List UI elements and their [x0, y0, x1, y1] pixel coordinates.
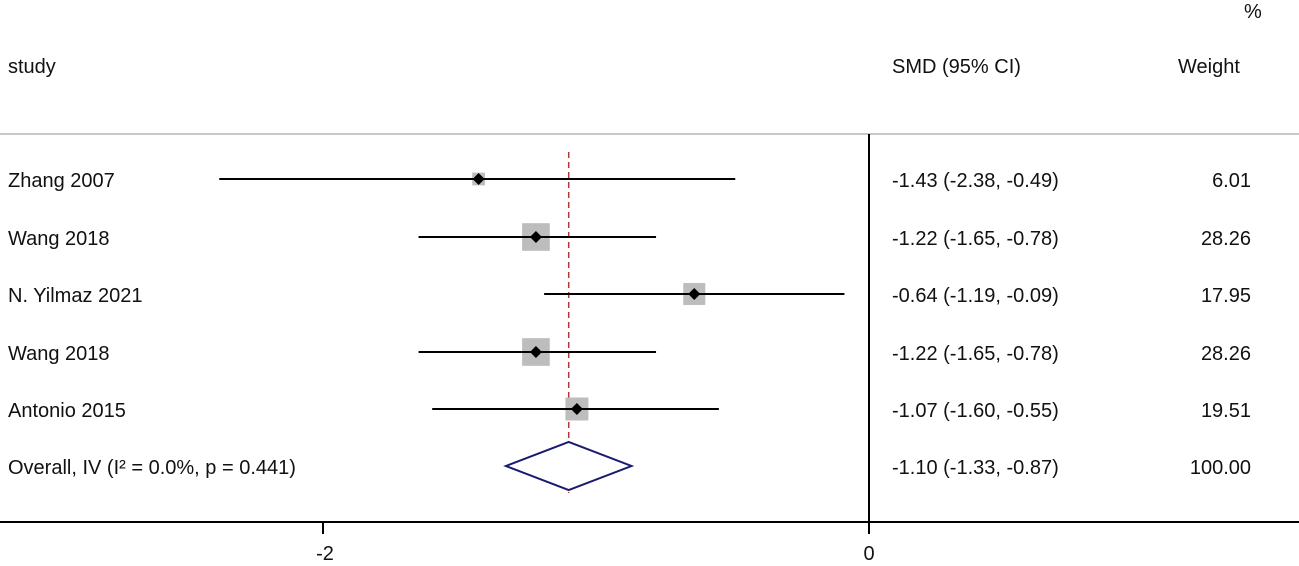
weight-unit-label: %	[1244, 1, 1262, 23]
study-label: Antonio 2015	[8, 400, 126, 422]
point-estimate	[529, 231, 542, 243]
overall-label: Overall, IV (I² = 0.0%, p = 0.441)	[8, 457, 296, 479]
ci-text: -1.07 (-1.60, -0.55)	[892, 400, 1059, 422]
ci-text: -1.22 (-1.65, -0.78)	[892, 343, 1059, 365]
point-estimate	[472, 173, 485, 185]
weight-value: 17.95	[1200, 285, 1251, 307]
weight-value: 28.26	[1200, 228, 1251, 250]
x-tick-label: -2	[316, 543, 334, 565]
ci-text: -0.64 (-1.19, -0.09)	[892, 285, 1059, 307]
x-tick-label: 0	[863, 543, 875, 565]
ci-text: -1.43 (-2.38, -0.49)	[892, 170, 1059, 192]
study-label: Zhang 2007	[8, 170, 115, 192]
overall-weight-value: 100.00	[1189, 457, 1251, 479]
study-label: Wang 2018	[8, 228, 110, 250]
ci-text: -1.22 (-1.65, -0.78)	[892, 228, 1059, 250]
weight-value: 6.01	[1212, 170, 1251, 192]
weight-value: 28.26	[1200, 343, 1251, 365]
study-label: Wang 2018	[8, 343, 110, 365]
point-estimate	[529, 346, 542, 358]
overall-diamond	[503, 440, 635, 492]
weight-column-header: Weight	[1178, 56, 1240, 78]
point-estimate	[570, 403, 583, 415]
weight-value: 19.51	[1200, 400, 1251, 422]
point-estimate	[688, 288, 701, 300]
effect-column-header: SMD (95% CI)	[892, 56, 1021, 78]
study-label: N. Yilmaz 2021	[8, 285, 143, 307]
overall-ci-text: -1.10 (-1.33, -0.87)	[892, 457, 1059, 479]
study-column-header: study	[8, 56, 56, 78]
